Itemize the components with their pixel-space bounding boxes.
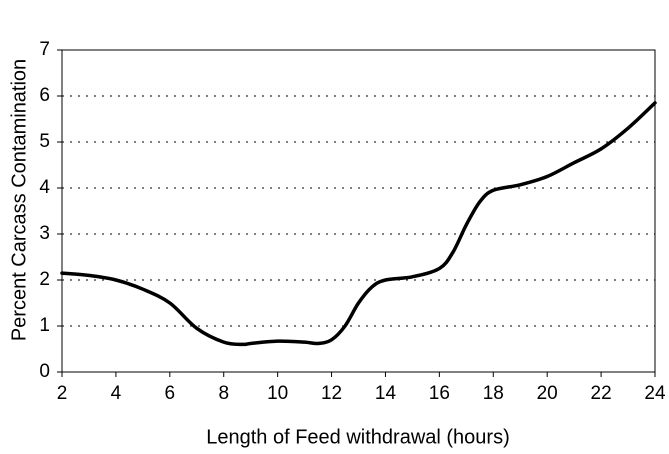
x-tick-label: 8 <box>218 383 229 404</box>
y-tick-label: 6 <box>39 85 50 106</box>
x-tick-label: 14 <box>375 383 397 404</box>
y-tick-label: 3 <box>39 223 50 244</box>
x-tick-label: 6 <box>165 383 176 404</box>
x-tick-label: 20 <box>537 383 558 404</box>
plot-frame <box>61 49 656 373</box>
x-tick-label: 22 <box>591 383 612 404</box>
x-tick-label: 16 <box>429 383 450 404</box>
y-tick-label: 7 <box>39 39 50 60</box>
y-tick-label: 4 <box>39 177 50 198</box>
x-tick-label: 4 <box>111 383 122 404</box>
x-tick-label: 12 <box>321 383 342 404</box>
x-tick-label: 18 <box>483 383 504 404</box>
data-line <box>60 101 657 347</box>
x-axis-label: Length of Feed withdrawal (hours) <box>206 426 510 448</box>
x-tick-label: 10 <box>267 383 288 404</box>
y-tick-label: 1 <box>39 315 50 336</box>
y-tick-label: 5 <box>39 131 50 152</box>
x-tick-label: 24 <box>644 383 666 404</box>
y-tick-label: 0 <box>39 361 50 382</box>
y-tick-label: 2 <box>39 269 50 290</box>
y-axis-label: Percent Carcass Contamination <box>8 59 30 341</box>
x-tick-label: 2 <box>57 383 68 404</box>
